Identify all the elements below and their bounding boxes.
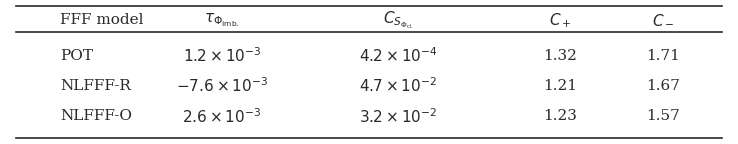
Text: 1.32: 1.32 — [543, 49, 577, 63]
Text: $C_+$: $C_+$ — [549, 11, 571, 30]
Text: $3.2 \times 10^{-2}$: $3.2 \times 10^{-2}$ — [359, 107, 438, 126]
Text: 1.57: 1.57 — [646, 109, 680, 124]
Text: FFF model: FFF model — [61, 13, 144, 28]
Text: 1.23: 1.23 — [543, 109, 577, 124]
Text: 1.21: 1.21 — [543, 79, 577, 93]
Text: $4.2 \times 10^{-4}$: $4.2 \times 10^{-4}$ — [359, 46, 438, 65]
Text: $\tau_{\Phi_{\mathrm{imb.}}}$: $\tau_{\Phi_{\mathrm{imb.}}}$ — [204, 12, 240, 29]
Text: $2.6 \times 10^{-3}$: $2.6 \times 10^{-3}$ — [182, 107, 262, 126]
Text: 1.71: 1.71 — [646, 49, 680, 63]
Text: $C_-$: $C_-$ — [652, 13, 675, 28]
Text: $4.7 \times 10^{-2}$: $4.7 \times 10^{-2}$ — [359, 77, 438, 95]
Text: 1.67: 1.67 — [646, 79, 680, 93]
Text: POT: POT — [61, 49, 93, 63]
Text: $1.2 \times 10^{-3}$: $1.2 \times 10^{-3}$ — [183, 46, 261, 65]
Text: NLFFF-O: NLFFF-O — [61, 109, 132, 124]
Text: $-7.6 \times 10^{-3}$: $-7.6 \times 10^{-3}$ — [176, 77, 268, 95]
Text: $C_{S_{\Phi_{\mathrm{cl.}}}}$: $C_{S_{\Phi_{\mathrm{cl.}}}}$ — [383, 10, 414, 31]
Text: NLFFF-R: NLFFF-R — [61, 79, 131, 93]
